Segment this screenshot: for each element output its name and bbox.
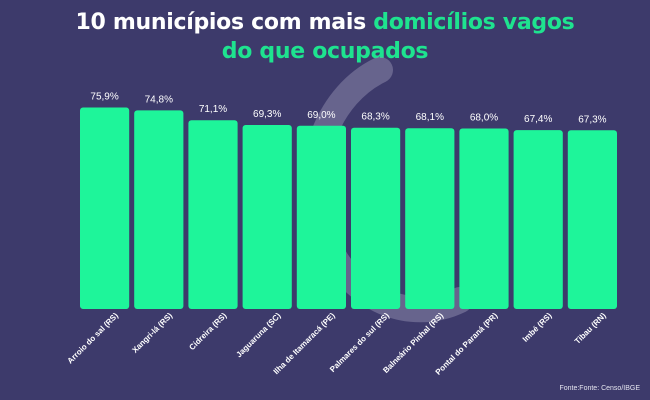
value-label: 67,4% [524, 114, 552, 125]
category-label: Cidreira (RS) [187, 311, 228, 352]
bar [459, 128, 509, 309]
value-label: 71,1% [199, 104, 227, 115]
category-labels-layer: Arroio do sal (RS) Xangri-lá (RS) Cidreira… [66, 311, 608, 377]
title-highlight: domicílios vagos [373, 10, 575, 35]
chart-title: 10 municípios com mais domicílios vagos … [0, 8, 650, 66]
bar [242, 125, 292, 309]
title-line-2: do que ocupados [221, 39, 429, 64]
bar [405, 128, 455, 309]
category-label: Jaguaruna (SC) [234, 311, 282, 359]
value-label: 69,3% [253, 109, 281, 120]
bar [296, 125, 346, 309]
value-label: 68,1% [416, 112, 444, 123]
value-label: 75,9% [90, 92, 118, 103]
bar [513, 130, 563, 309]
category-label: Tibau (RN) [573, 311, 608, 346]
bar [351, 127, 401, 309]
value-label: 69,0% [307, 110, 335, 121]
title-line-1: 10 municípios com mais domicílios vagos [0, 8, 650, 37]
bar [567, 130, 617, 309]
category-label: Imbé (RS) [521, 311, 554, 344]
title-text: 10 municípios com mais [75, 10, 374, 35]
value-label: 68,0% [470, 113, 498, 124]
category-label: Ilha de Itamaracá (PE) [272, 311, 337, 376]
category-label: Arroio do sal (RS) [66, 311, 121, 366]
bar [188, 120, 238, 309]
value-label: 67,3% [578, 114, 606, 125]
source-note: Fonte:Fonte: Censo/IBGE [559, 385, 640, 392]
bars-layer [80, 107, 617, 310]
value-labels-layer: 75,9% 74,8% 71,1% 69,3% 69,0% 68,3% 68,1% 68,0%… [90, 92, 606, 126]
category-label: Palmares do sul (RS) [328, 311, 391, 374]
value-label: 74,8% [145, 94, 173, 105]
category-label: Pontal do Paraná (PR) [434, 311, 500, 377]
category-label: Xangri-lá (RS) [130, 311, 174, 355]
bar [80, 107, 130, 309]
bar [134, 110, 184, 310]
value-label: 68,3% [361, 112, 389, 123]
